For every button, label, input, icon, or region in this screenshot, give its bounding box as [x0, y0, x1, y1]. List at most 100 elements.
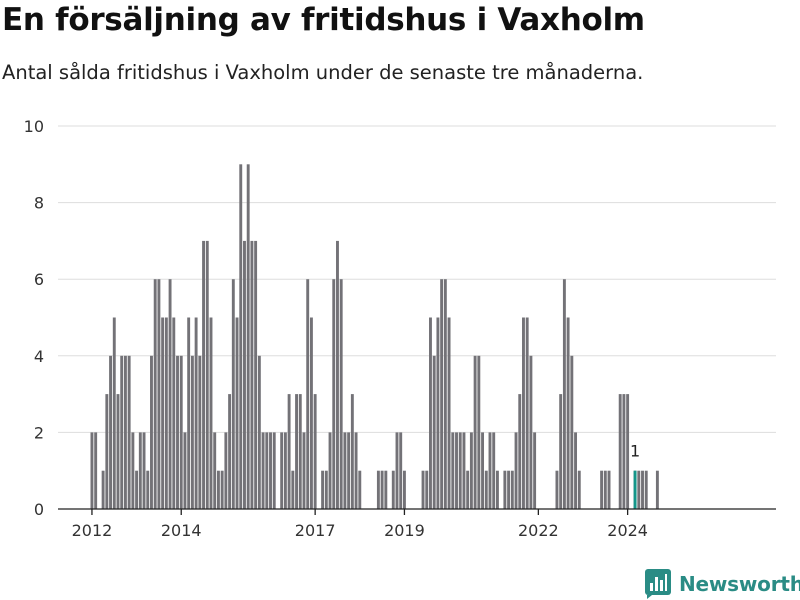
bar	[309, 317, 313, 509]
bar	[618, 394, 622, 509]
bar	[503, 470, 507, 509]
bar	[265, 432, 269, 509]
bar	[425, 470, 429, 509]
bar	[436, 317, 440, 509]
bar	[172, 317, 176, 509]
bar	[306, 279, 310, 509]
bar	[380, 470, 384, 509]
bar	[514, 432, 518, 509]
bar	[626, 394, 630, 509]
bar	[391, 470, 395, 509]
bar	[644, 470, 648, 509]
x-tick-label: 2024	[607, 521, 648, 540]
bar	[510, 470, 514, 509]
bar	[101, 470, 105, 509]
x-tick-label: 2012	[72, 521, 113, 540]
bar	[559, 394, 563, 509]
bar	[343, 432, 347, 509]
bar	[150, 355, 153, 509]
bar	[190, 355, 194, 509]
bar	[269, 432, 272, 509]
bar	[477, 355, 481, 509]
bar	[194, 317, 198, 509]
bar	[112, 317, 116, 509]
bar	[127, 355, 131, 509]
bar	[142, 432, 146, 509]
bar	[250, 240, 254, 509]
bar	[138, 432, 142, 509]
bar	[347, 432, 351, 509]
bar	[283, 432, 287, 509]
bar	[570, 355, 574, 509]
bar	[94, 432, 98, 509]
bar	[462, 432, 466, 509]
bar	[481, 432, 485, 509]
bar	[473, 355, 477, 509]
bar	[109, 355, 113, 509]
y-tick-label: 6	[34, 270, 44, 289]
bar	[246, 164, 250, 510]
brand-name: Newsworthy	[679, 572, 800, 596]
bar	[168, 279, 172, 509]
bar	[622, 394, 626, 509]
x-tick-label: 2014	[161, 521, 202, 540]
bar	[395, 432, 399, 509]
bar	[429, 317, 432, 509]
bar	[518, 394, 522, 509]
bar	[216, 470, 220, 509]
newsworthy-brand: Newsworthy	[645, 568, 800, 600]
bar	[257, 355, 261, 509]
newsworthy-logo-icon	[645, 569, 671, 599]
bar	[421, 470, 425, 509]
bar	[443, 279, 447, 509]
y-tick-label: 4	[34, 347, 44, 366]
bar	[402, 470, 406, 509]
bar	[455, 432, 458, 509]
bar	[161, 317, 165, 509]
bar	[399, 432, 403, 509]
bar-highlight	[633, 470, 637, 509]
bar	[123, 355, 127, 509]
bar	[384, 470, 388, 509]
bar	[577, 470, 581, 509]
x-tick-label: 2019	[384, 521, 425, 540]
bar	[157, 279, 161, 509]
bar	[376, 470, 380, 509]
bar	[272, 432, 276, 509]
y-tick-label: 10	[24, 117, 44, 136]
bar	[90, 432, 94, 509]
bar	[261, 432, 265, 509]
bar	[231, 279, 235, 509]
bar	[213, 432, 217, 509]
bar	[235, 317, 239, 509]
bar	[120, 355, 124, 509]
bar	[164, 317, 168, 509]
bar	[324, 470, 328, 509]
bar	[228, 394, 232, 509]
bar	[525, 317, 529, 509]
bar	[522, 317, 525, 509]
bar	[603, 470, 607, 509]
bar	[183, 432, 187, 509]
bar	[566, 317, 570, 509]
bar	[254, 240, 258, 509]
x-tick-label: 2022	[518, 521, 559, 540]
bar	[243, 240, 246, 509]
bar	[492, 432, 496, 509]
bar	[354, 432, 358, 509]
bar	[298, 394, 302, 509]
bar	[488, 432, 492, 509]
bar	[432, 355, 436, 509]
bar	[600, 470, 604, 509]
y-tick-label: 2	[34, 423, 44, 442]
bar	[574, 432, 578, 509]
bar	[440, 279, 444, 509]
bar	[295, 394, 299, 509]
bar	[507, 470, 511, 509]
bar	[607, 470, 611, 509]
bar	[495, 470, 499, 509]
bar	[533, 432, 537, 509]
bar	[313, 394, 317, 509]
bar	[209, 317, 213, 509]
bar	[131, 432, 135, 509]
